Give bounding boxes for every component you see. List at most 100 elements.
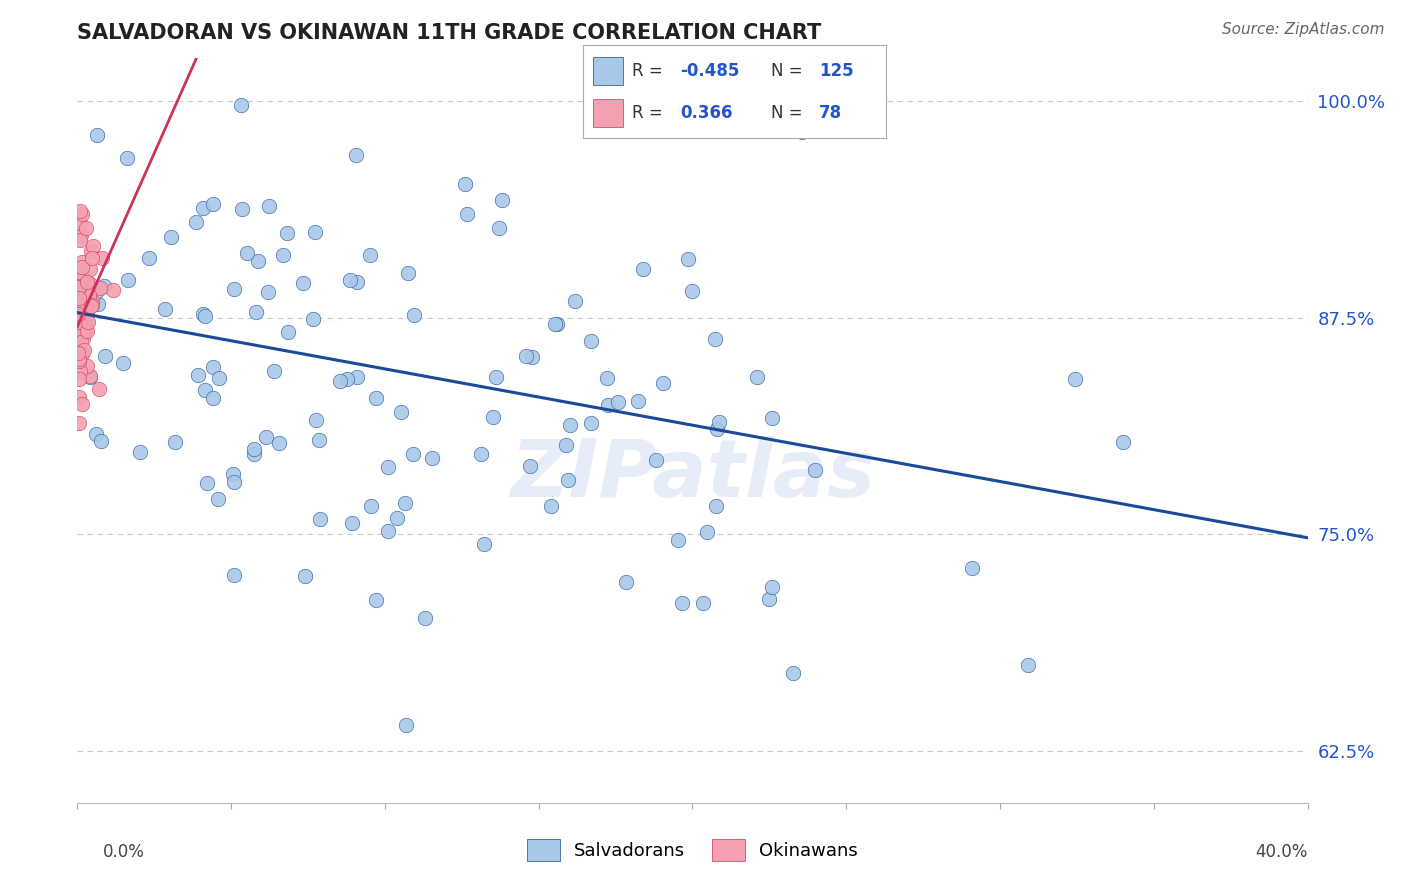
Point bbox=[69, 280, 91, 294]
Point bbox=[271, 248, 294, 262]
Point bbox=[80, 251, 103, 265]
Point bbox=[488, 221, 510, 235]
Point bbox=[72, 255, 94, 269]
Point bbox=[472, 537, 495, 551]
Point bbox=[627, 393, 650, 408]
Point bbox=[292, 276, 315, 290]
Point bbox=[596, 398, 619, 412]
Point bbox=[208, 370, 231, 384]
Point bbox=[339, 273, 361, 287]
Point bbox=[519, 459, 541, 474]
Point bbox=[75, 317, 97, 331]
Point bbox=[202, 392, 225, 406]
Text: 125: 125 bbox=[820, 62, 853, 79]
Point bbox=[614, 574, 637, 589]
Point bbox=[706, 422, 728, 436]
Point bbox=[75, 221, 97, 235]
Text: Source: ZipAtlas.com: Source: ZipAtlas.com bbox=[1222, 22, 1385, 37]
Point bbox=[962, 561, 984, 575]
Point bbox=[277, 326, 299, 340]
Point bbox=[304, 225, 326, 239]
Point bbox=[692, 596, 714, 610]
Text: 40.0%: 40.0% bbox=[1256, 843, 1308, 861]
Point bbox=[76, 324, 98, 338]
Point bbox=[194, 383, 217, 397]
Point bbox=[1064, 372, 1087, 386]
Point bbox=[87, 297, 110, 311]
Point bbox=[396, 267, 419, 281]
Point bbox=[87, 382, 110, 396]
Point bbox=[395, 718, 418, 732]
Point bbox=[485, 370, 508, 384]
Point bbox=[231, 202, 253, 216]
Point bbox=[186, 214, 208, 228]
Point bbox=[72, 306, 94, 320]
Point bbox=[231, 98, 253, 112]
Point bbox=[77, 288, 100, 302]
Point bbox=[456, 207, 478, 221]
Point bbox=[246, 253, 269, 268]
Point bbox=[329, 374, 352, 388]
Point bbox=[67, 346, 90, 360]
Point bbox=[666, 533, 689, 548]
Point bbox=[73, 343, 96, 357]
Point bbox=[67, 416, 90, 430]
Point bbox=[761, 581, 783, 595]
Text: -0.485: -0.485 bbox=[681, 62, 740, 79]
Point bbox=[308, 433, 330, 447]
Point bbox=[75, 321, 97, 335]
Point bbox=[76, 307, 98, 321]
Point bbox=[69, 233, 91, 247]
Point bbox=[454, 177, 477, 191]
Point bbox=[222, 475, 245, 489]
Point bbox=[758, 592, 780, 607]
Point bbox=[90, 251, 112, 265]
Point bbox=[69, 364, 91, 378]
Point bbox=[72, 318, 94, 332]
Point bbox=[360, 500, 382, 514]
Point bbox=[160, 230, 183, 244]
Point bbox=[402, 447, 425, 461]
Text: N =: N = bbox=[770, 104, 808, 122]
Point bbox=[79, 261, 101, 276]
Point bbox=[224, 282, 246, 296]
Point bbox=[263, 364, 285, 378]
Point bbox=[243, 447, 266, 461]
Point bbox=[394, 496, 416, 510]
Point bbox=[558, 417, 581, 432]
Point bbox=[82, 239, 104, 253]
Point bbox=[301, 312, 323, 326]
Text: SALVADORAN VS OKINAWAN 11TH GRADE CORRELATION CHART: SALVADORAN VS OKINAWAN 11TH GRADE CORREL… bbox=[77, 22, 821, 43]
Point bbox=[803, 463, 825, 477]
Point bbox=[67, 315, 90, 329]
Point bbox=[245, 305, 267, 319]
Point bbox=[79, 369, 101, 384]
Point bbox=[704, 499, 727, 513]
Point bbox=[73, 325, 96, 339]
Point bbox=[243, 442, 266, 456]
Point bbox=[67, 354, 90, 368]
Point bbox=[470, 447, 492, 461]
Point bbox=[165, 434, 187, 449]
Point bbox=[790, 125, 813, 139]
Point bbox=[90, 434, 112, 448]
Point bbox=[309, 512, 332, 526]
Point bbox=[344, 147, 367, 161]
Point bbox=[72, 397, 94, 411]
Point bbox=[522, 350, 544, 364]
Point bbox=[70, 268, 93, 282]
Point bbox=[236, 246, 259, 260]
Point bbox=[207, 491, 229, 506]
Point bbox=[579, 334, 602, 348]
Point bbox=[84, 426, 107, 441]
Point bbox=[1017, 657, 1039, 672]
Point bbox=[76, 275, 98, 289]
Point bbox=[75, 301, 97, 315]
Point bbox=[681, 284, 703, 298]
Point bbox=[67, 305, 90, 319]
Point bbox=[86, 128, 108, 143]
Text: ZIPatlas: ZIPatlas bbox=[510, 436, 875, 514]
Point bbox=[69, 272, 91, 286]
Point bbox=[222, 467, 245, 482]
Point bbox=[69, 274, 91, 288]
